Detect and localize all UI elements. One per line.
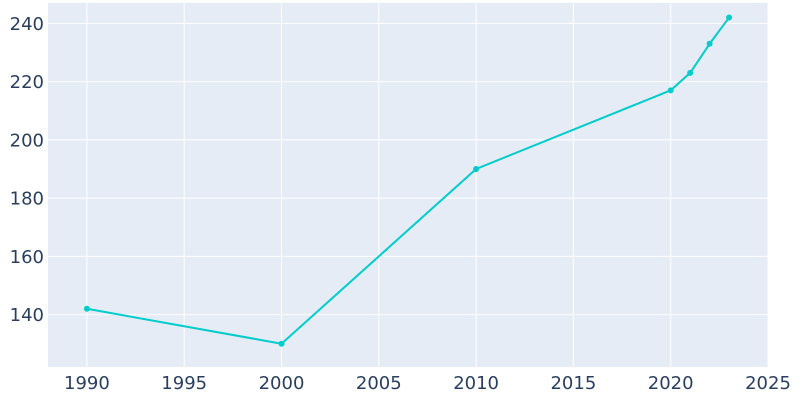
x-axis-ticks: 1990 1995 2000 2005 2010 2015 2020 2025: [64, 373, 791, 394]
x-tick-label: 2010: [453, 373, 499, 394]
data-point: [473, 165, 480, 172]
data-point: [726, 14, 733, 21]
x-tick-label: 1995: [161, 373, 207, 394]
y-tick-label: 220: [10, 72, 44, 93]
y-tick-label: 200: [10, 130, 44, 151]
x-tick-label: 2005: [356, 373, 402, 394]
data-point: [83, 305, 90, 312]
data-point: [706, 40, 713, 47]
x-tick-label: 2000: [259, 373, 305, 394]
y-tick-label: 140: [10, 305, 44, 326]
y-tick-label: 160: [10, 247, 44, 268]
data-point: [687, 69, 694, 76]
gridlines: [48, 3, 769, 367]
data-point: [278, 340, 285, 347]
y-tick-label: 180: [10, 189, 44, 210]
x-tick-label: 2015: [550, 373, 596, 394]
x-tick-label: 1990: [64, 373, 110, 394]
data-point: [667, 87, 674, 94]
x-tick-label: 2020: [648, 373, 694, 394]
x-tick-label: 2025: [745, 373, 791, 394]
series-layer: [83, 14, 733, 347]
y-tick-label: 240: [10, 14, 44, 35]
y-axis-ticks: 140 160 180 200 220 240: [10, 14, 44, 326]
plot-area: [48, 3, 768, 367]
